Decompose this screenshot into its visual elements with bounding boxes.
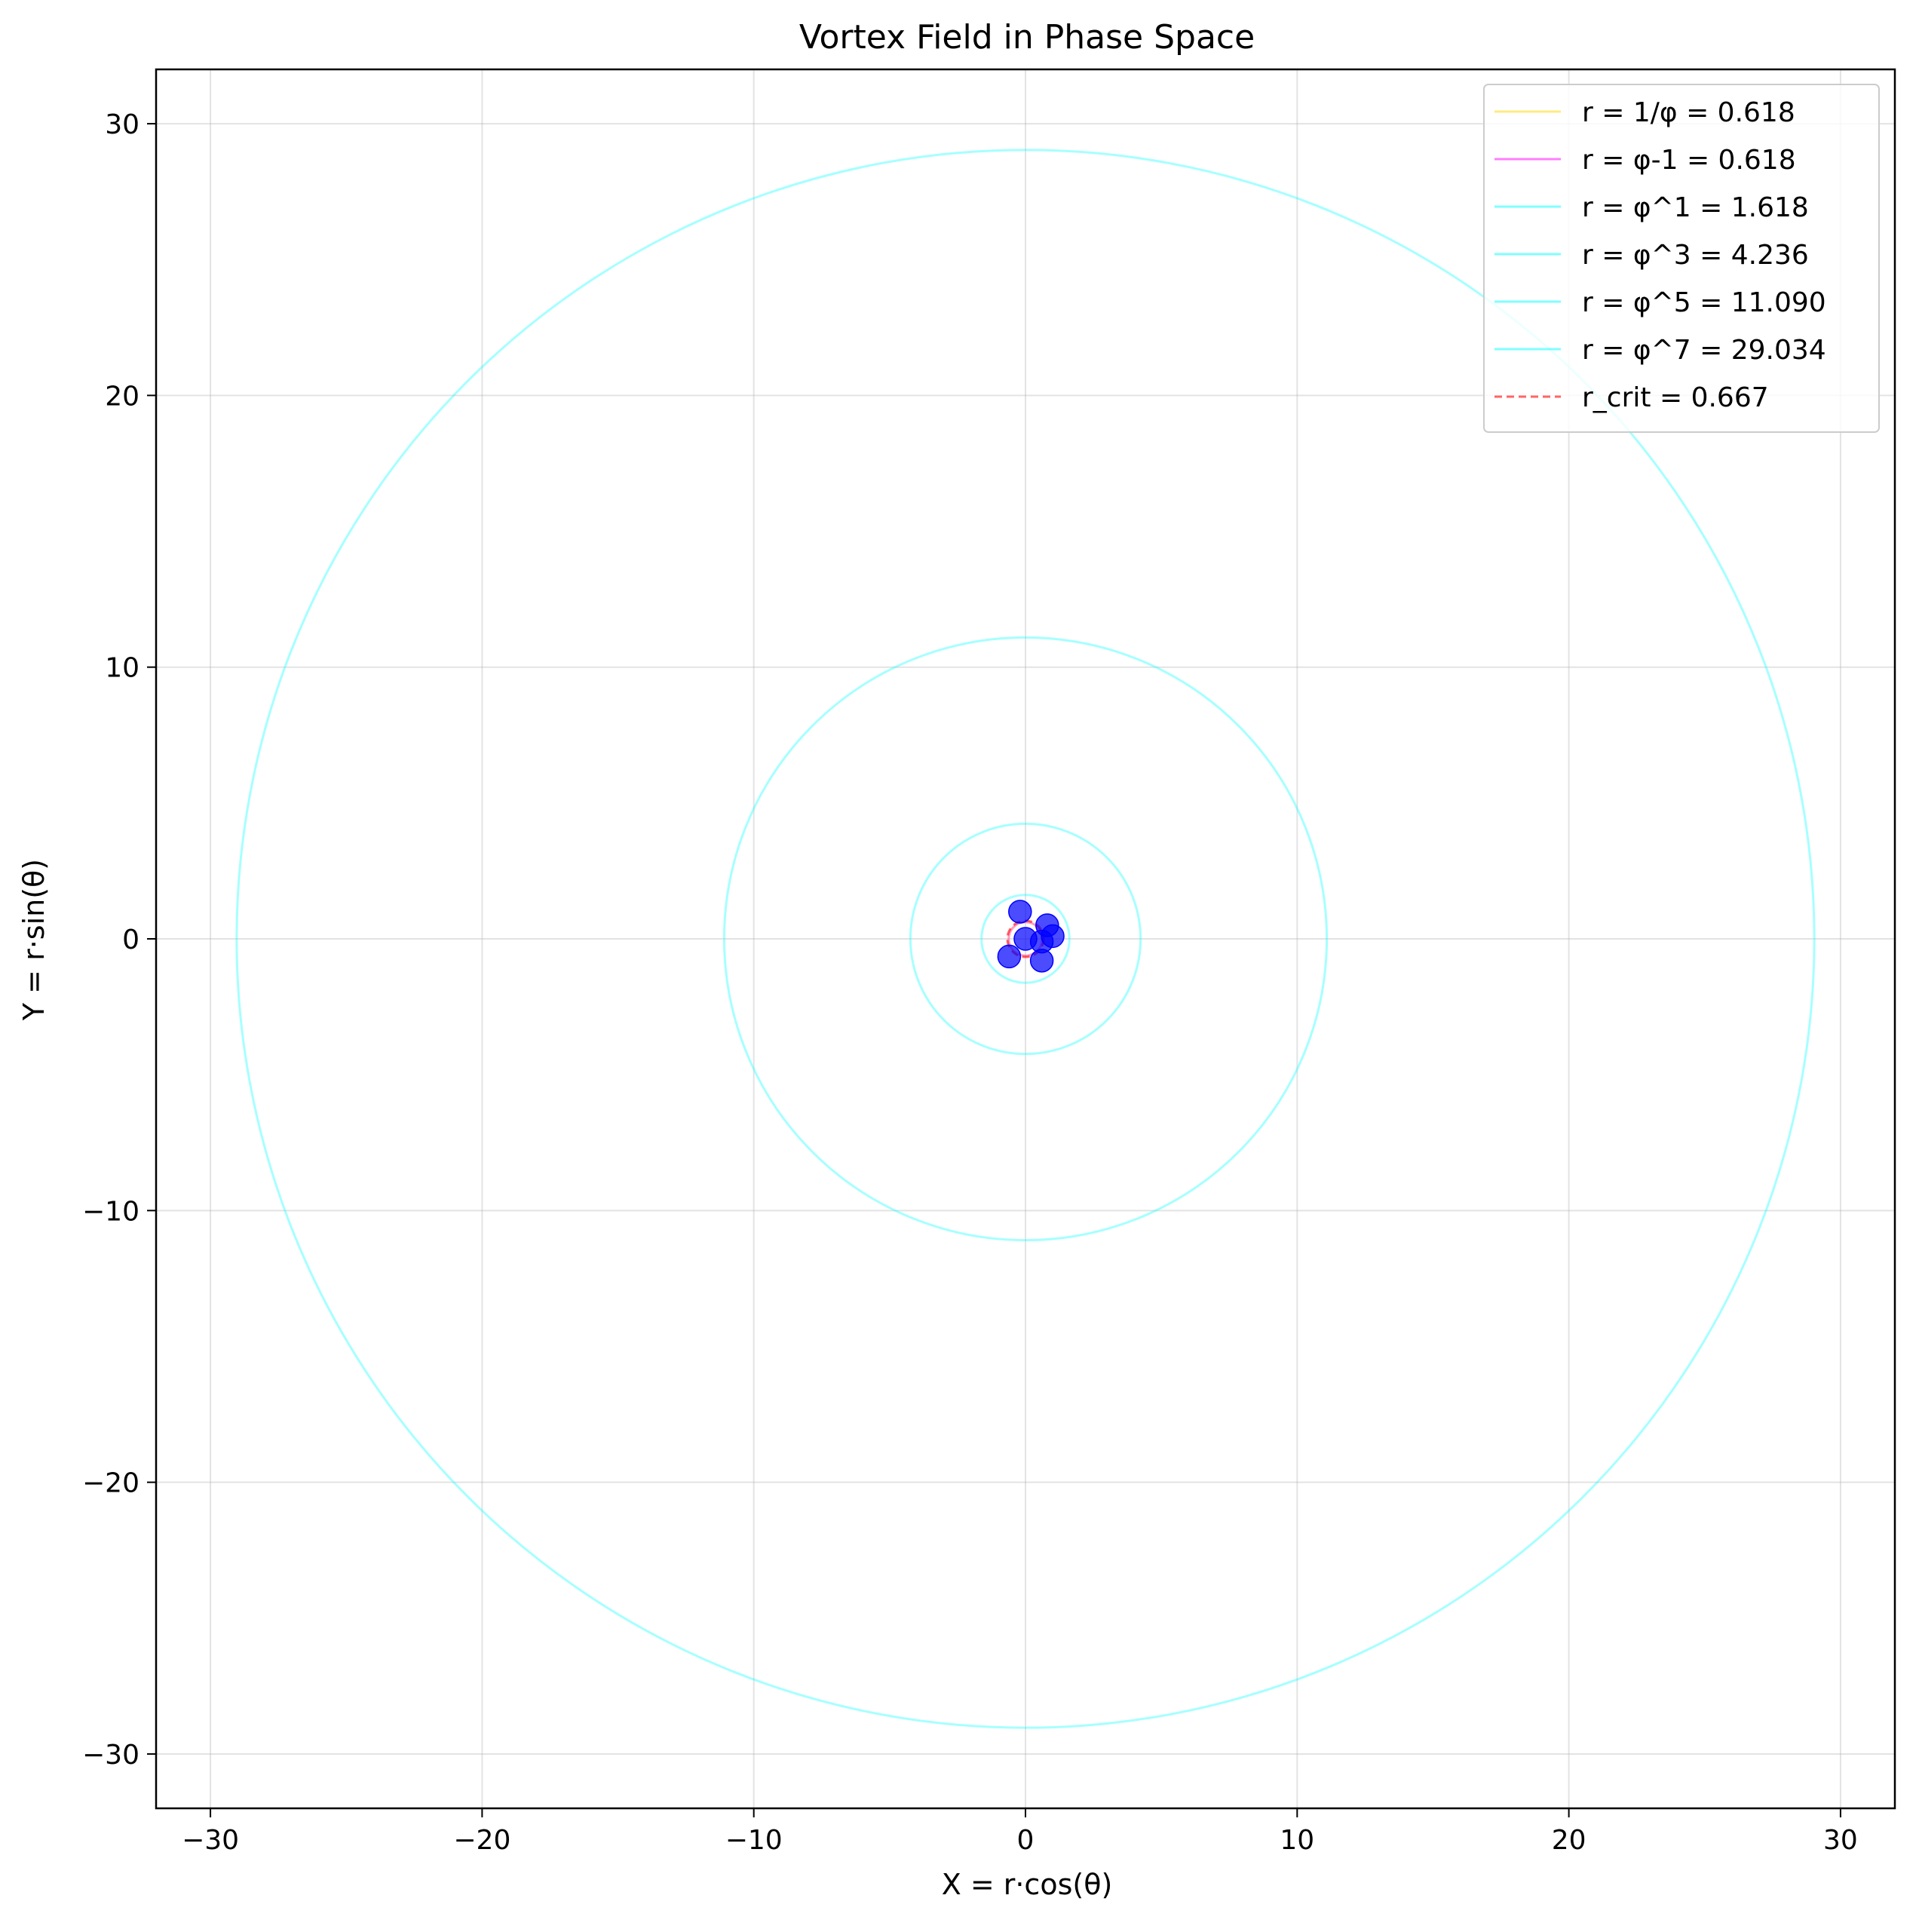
- radius-circles: [235, 149, 1816, 1729]
- legend-label: r = φ-1 = 0.618: [1582, 145, 1796, 176]
- y-tick-label: 30: [105, 109, 139, 140]
- data-points: [997, 900, 1065, 973]
- legend-label: r = φ^7 = 29.034: [1582, 335, 1826, 366]
- y-tick-label: 0: [122, 925, 139, 955]
- x-tick-label: 10: [1280, 1825, 1314, 1856]
- axis-ticks: −30 −20 −10 0 10 20 30 −30 −20 −10 0 10 20 30: [82, 109, 1858, 1856]
- radius-circle: [235, 149, 1816, 1729]
- legend-label: r = φ^5 = 11.090: [1582, 287, 1826, 318]
- legend-label: r_crit = 0.667: [1582, 382, 1769, 413]
- y-tick-label: −20: [82, 1468, 139, 1499]
- y-tick-label: −30: [82, 1740, 139, 1771]
- x-tick-label: −10: [725, 1825, 783, 1856]
- data-point: [1013, 927, 1038, 951]
- data-point: [997, 944, 1022, 969]
- legend: r = 1/φ = 0.618 r = φ-1 = 0.618 r = φ^1 = …: [1483, 84, 1880, 433]
- x-tick-label: 0: [1017, 1825, 1035, 1856]
- y-tick-label: 10: [105, 653, 139, 684]
- radius-circle: [980, 894, 1071, 984]
- legend-label: r = φ^3 = 4.236: [1582, 240, 1809, 271]
- x-tick-label: −30: [182, 1825, 239, 1856]
- data-point: [1029, 949, 1054, 973]
- y-axis-label: Y = r·sin(θ): [17, 859, 51, 1021]
- y-tick-label: 20: [105, 381, 139, 412]
- legend-label: r = φ^1 = 1.618: [1582, 192, 1809, 223]
- x-axis-label: X = r·cos(θ): [942, 1868, 1113, 1901]
- chart-title: Vortex Field in Phase Space: [799, 18, 1255, 57]
- x-tick-label: 30: [1823, 1825, 1858, 1856]
- y-tick-label: −10: [82, 1196, 139, 1227]
- x-tick-label: −20: [453, 1825, 510, 1856]
- data-point: [1008, 900, 1032, 924]
- radius-circle: [722, 636, 1329, 1242]
- legend-label: r = 1/φ = 0.618: [1582, 97, 1795, 128]
- legend-box: [1483, 84, 1880, 433]
- x-tick-label: 20: [1552, 1825, 1586, 1856]
- radius-circle: [909, 822, 1142, 1056]
